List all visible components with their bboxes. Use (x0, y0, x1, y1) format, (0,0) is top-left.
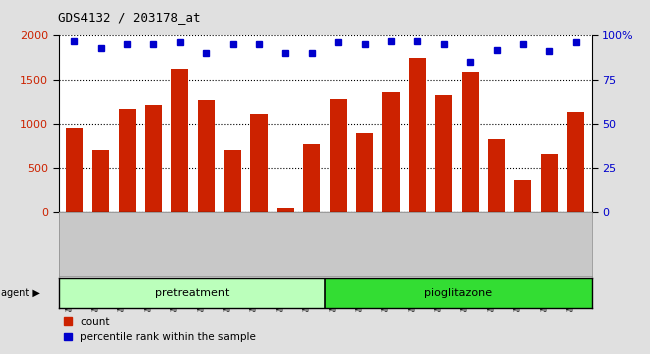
Bar (145, 105, 162, 212)
Bar (325, 278, 592, 308)
Text: agent ▶: agent ▶ (1, 288, 40, 298)
Bar (435, 95, 452, 212)
Bar (58, 278, 325, 308)
Bar (330, 99, 346, 212)
Bar (198, 100, 215, 212)
Text: pioglitazone: pioglitazone (424, 288, 492, 298)
Bar (250, 114, 268, 212)
Text: pretreatment: pretreatment (155, 288, 229, 298)
Bar (409, 58, 426, 212)
Bar (92, 150, 109, 212)
Bar (462, 72, 478, 212)
Bar (514, 180, 532, 212)
Bar (356, 133, 373, 212)
Legend: count, percentile rank within the sample: count, percentile rank within the sample (64, 317, 256, 342)
Bar (277, 208, 294, 212)
Bar (304, 144, 320, 212)
Bar (382, 92, 400, 212)
Bar (567, 113, 584, 212)
Bar (172, 69, 188, 212)
Bar (488, 139, 505, 212)
Bar (224, 150, 241, 212)
Bar (118, 109, 136, 212)
Bar (66, 128, 83, 212)
Text: GDS4132 / 203178_at: GDS4132 / 203178_at (58, 11, 201, 24)
Bar (541, 154, 558, 212)
